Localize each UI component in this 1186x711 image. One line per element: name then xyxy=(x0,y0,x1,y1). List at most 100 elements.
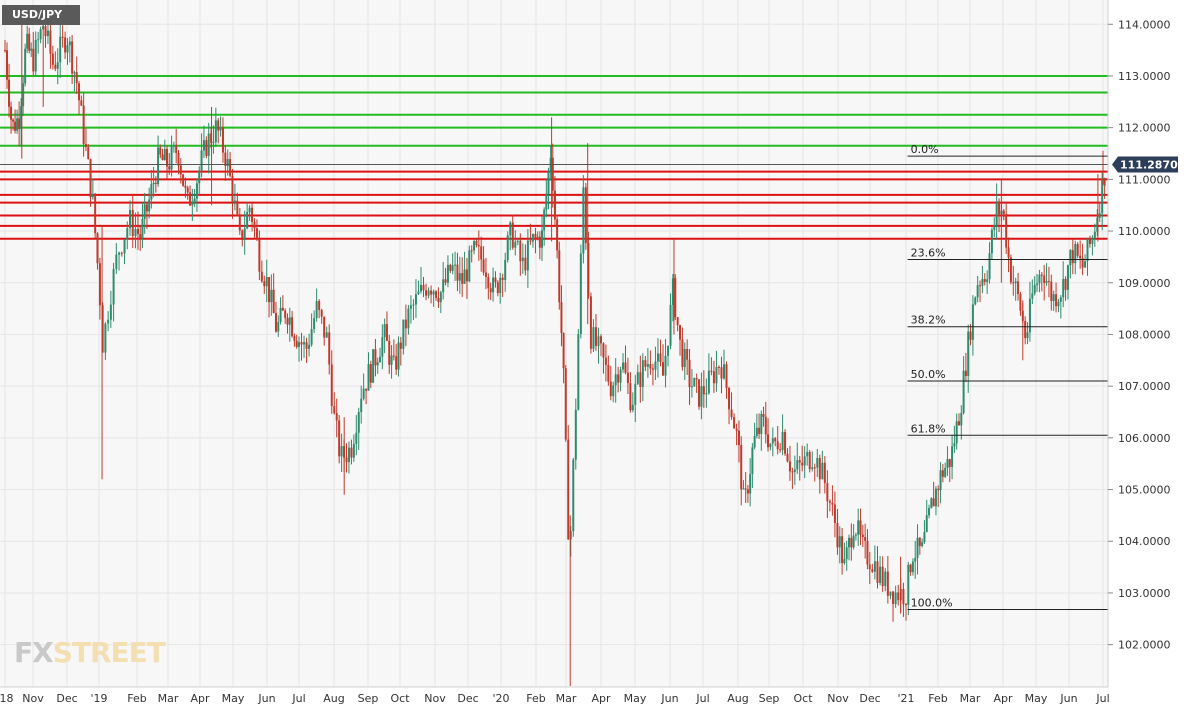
candle-body xyxy=(1002,210,1005,214)
candle-body xyxy=(303,342,306,345)
candle-body xyxy=(357,412,360,433)
candle-body xyxy=(328,332,331,365)
candle-body xyxy=(771,438,774,444)
candle-body xyxy=(420,284,422,292)
time-axis: '18 Nov Dec '19 Feb Mar Apr May Jun Jul Aug Sep Oct N… xyxy=(0,686,1186,711)
candle-body xyxy=(725,364,728,388)
candle-body xyxy=(690,386,693,388)
plot-area xyxy=(0,0,1108,687)
candle-body xyxy=(374,349,377,366)
candle-body xyxy=(755,427,758,436)
candle-body xyxy=(347,447,350,463)
candle-body xyxy=(352,443,355,458)
candle-body xyxy=(988,253,991,280)
candle-body xyxy=(1045,281,1048,284)
candle-body xyxy=(511,222,514,248)
candle-body xyxy=(288,317,291,325)
candle-body xyxy=(246,212,249,229)
candle-body xyxy=(884,571,887,587)
candle-body xyxy=(808,452,811,470)
candle-body xyxy=(166,148,169,167)
candle-body xyxy=(543,209,546,231)
x-tick-label: Aug xyxy=(727,692,748,705)
candle-body xyxy=(735,428,738,431)
candle-body xyxy=(425,290,428,296)
x-tick-label: Nov xyxy=(22,692,44,705)
candle-body xyxy=(1088,238,1091,244)
candle-body xyxy=(612,385,615,397)
candle-body xyxy=(298,342,300,347)
candle-body xyxy=(710,370,713,372)
candle-body xyxy=(854,534,857,536)
candle-body xyxy=(813,467,816,469)
candle-body xyxy=(560,302,563,333)
candle-body xyxy=(1033,285,1036,294)
candle-body xyxy=(383,324,386,338)
candle-body xyxy=(362,388,365,399)
candle-body xyxy=(803,456,806,466)
candle-body xyxy=(1062,279,1065,298)
candle-body xyxy=(489,288,492,293)
candle-body xyxy=(769,443,772,448)
candle-body xyxy=(274,313,277,332)
candle-body xyxy=(1009,257,1012,283)
candle-body xyxy=(134,229,137,237)
candle-body xyxy=(861,534,864,538)
candle-body xyxy=(953,443,956,447)
candle-body xyxy=(265,277,268,287)
candle-body xyxy=(109,304,112,320)
candle-body xyxy=(1031,293,1034,299)
candle-body xyxy=(589,296,592,349)
candle-body xyxy=(740,444,743,490)
candle-body xyxy=(129,209,132,229)
candle-body xyxy=(212,142,215,144)
candle-body xyxy=(16,118,19,131)
candle-body xyxy=(432,291,435,295)
candle-body xyxy=(470,250,473,252)
candle-body xyxy=(80,100,83,106)
candle-body xyxy=(705,393,708,395)
candle-body xyxy=(944,467,947,477)
candle-body xyxy=(930,498,933,508)
candle-body xyxy=(179,165,182,175)
candle-body xyxy=(733,417,736,429)
logo-fx: FX xyxy=(14,636,54,669)
candle-body xyxy=(639,372,642,387)
candle-body xyxy=(46,30,49,37)
x-tick-label: Sep xyxy=(759,692,780,705)
fib-label: 0.0% xyxy=(911,143,939,156)
candle-body xyxy=(365,388,368,391)
candle-body xyxy=(395,356,398,370)
candle-body xyxy=(28,33,31,51)
candle-body xyxy=(175,144,178,153)
candle-body xyxy=(458,273,461,281)
candle-body xyxy=(764,416,767,435)
candle-body xyxy=(971,304,974,340)
candle-body xyxy=(1076,244,1079,256)
candle-body xyxy=(501,277,504,280)
candle-body xyxy=(859,520,862,535)
candle-body xyxy=(172,144,175,147)
candle-body xyxy=(141,218,144,239)
candle-body xyxy=(979,285,982,287)
candle-body xyxy=(136,229,139,234)
y-tick-label: 113.0000 xyxy=(1118,70,1171,83)
candle-body xyxy=(89,158,92,198)
candle-body xyxy=(976,285,979,298)
logo-street: STREET xyxy=(52,636,166,669)
candle-body xyxy=(44,26,47,37)
candle-body xyxy=(241,230,244,240)
candle-body xyxy=(584,187,587,244)
candle-body xyxy=(115,254,118,269)
candle-body xyxy=(1096,217,1099,232)
candle-body xyxy=(226,159,229,167)
candle-body xyxy=(330,364,333,407)
candle-body xyxy=(463,269,466,284)
y-tick-label: 104.0000 xyxy=(1118,535,1171,548)
candle-body xyxy=(91,193,94,198)
candle-body xyxy=(293,336,296,341)
candle-body xyxy=(674,278,677,318)
candle-body xyxy=(390,355,393,365)
x-tick-label: May xyxy=(624,692,647,705)
candle-body xyxy=(152,182,155,185)
